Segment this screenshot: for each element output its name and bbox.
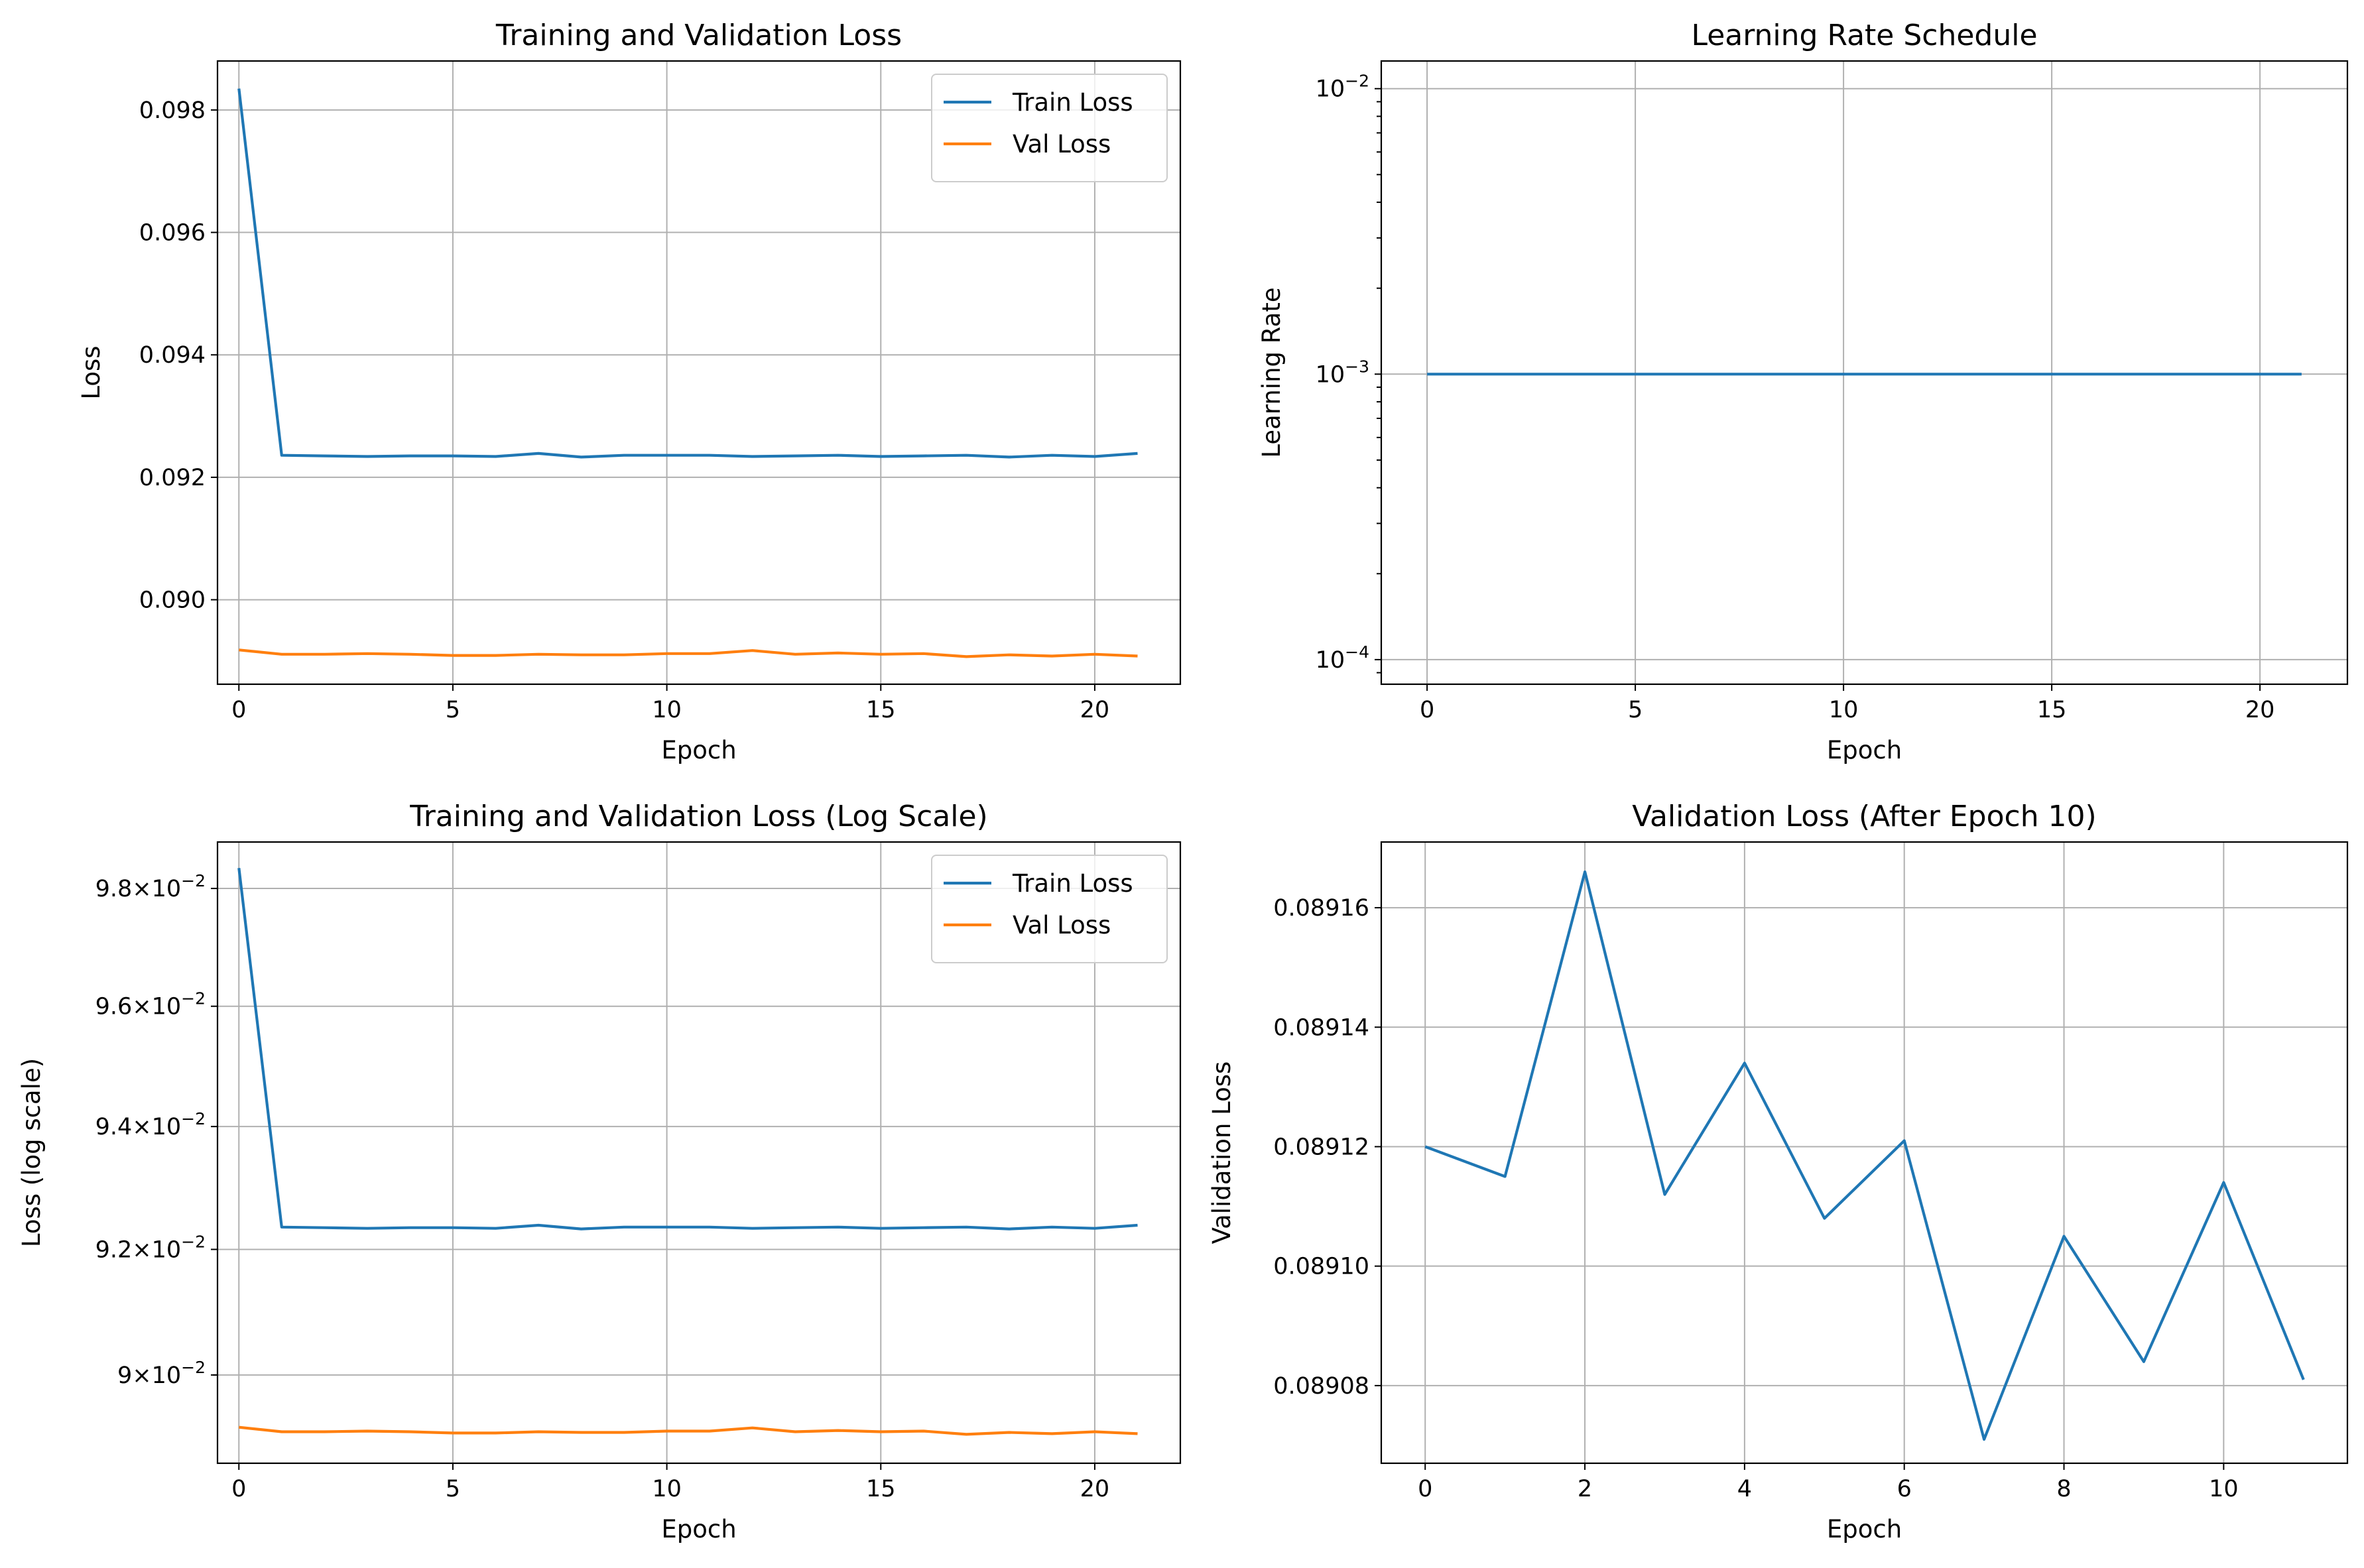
y-tick-label: 9.6×10−2 [95, 989, 206, 1020]
y-tick-label: 10−3 [1316, 357, 1369, 388]
y-axis-label: Loss [77, 345, 105, 399]
x-tick-label: 5 [446, 697, 460, 723]
legend: Train Loss Val Loss [931, 855, 1168, 963]
y-tick-label: 9.8×10−2 [95, 871, 206, 902]
chart-title: Training and Validation Loss (Log Scale) [409, 800, 987, 833]
y-tick-label: 0.08910 [1273, 1254, 1369, 1280]
series-line-1 [239, 1425, 1138, 1436]
chart-panel-2: 0 5 10 15 20 9×10−2 9.2×10−2 9.4×10−2 9.6×10−2 9.… [17, 800, 1182, 1543]
legend-label-1: Val Loss [1013, 130, 1111, 158]
y-axis-label: Learning Rate [1257, 287, 1286, 457]
x-axis-label: Epoch [1827, 736, 1902, 764]
series-line-1 [239, 648, 1138, 658]
y-axis-label: Validation Loss [1208, 1061, 1236, 1244]
y-tick-label: 9.2×10−2 [95, 1232, 206, 1263]
y-tick-label: 0.096 [139, 220, 206, 247]
y-tick-label: 0.098 [139, 97, 206, 124]
x-tick-label: 5 [1628, 697, 1643, 723]
plot-frame [216, 841, 1182, 1465]
y-tick-label: 9.4×10−2 [95, 1109, 206, 1140]
x-tick-label: 0 [231, 1476, 246, 1502]
x-tick-label: 4 [1737, 1476, 1752, 1502]
x-tick-label: 20 [1080, 697, 1110, 723]
x-tick-label: 10 [652, 697, 682, 723]
x-tick-label: 15 [2037, 697, 2067, 723]
y-tick-label: 0.08914 [1273, 1014, 1369, 1041]
x-tick-label: 10 [1829, 697, 1859, 723]
x-tick-label: 8 [2056, 1476, 2071, 1502]
chart-panel-0: 0 5 10 15 20 0.090 0.092 0.094 0.096 0.098 Trainin… [77, 19, 1182, 764]
plot-frame [216, 60, 1182, 686]
x-tick-label: 5 [446, 1476, 460, 1502]
x-tick-label: 15 [866, 697, 896, 723]
x-axis-label: Epoch [1827, 1515, 1902, 1543]
legend-label-0: Train Loss [1012, 88, 1133, 117]
x-tick-label: 0 [231, 697, 246, 723]
legend-label-1: Val Loss [1013, 911, 1111, 939]
chart-panel-3: 0 2 4 6 8 10 0.08908 0.08910 0.08912 0.08914 0.089… [1208, 800, 2349, 1543]
y-tick-label: 10−4 [1316, 642, 1369, 674]
y-tick-label: 9×10−2 [117, 1358, 206, 1389]
chart-panel-1: 0 5 10 15 20 10−4 10−3 10−2 Learning Rate Schedu… [1257, 19, 2349, 764]
x-tick-label: 15 [866, 1476, 896, 1502]
x-axis-label: Epoch [661, 1515, 736, 1543]
legend-label-0: Train Loss [1012, 869, 1133, 898]
x-tick-label: 20 [2245, 697, 2275, 723]
x-tick-label: 10 [652, 1476, 682, 1502]
x-tick-label: 0 [1420, 697, 1434, 723]
x-tick-label: 2 [1578, 1476, 1592, 1502]
y-axis-label: Loss (log scale) [17, 1058, 46, 1247]
legend: Train Loss Val Loss [931, 74, 1168, 182]
x-tick-label: 6 [1897, 1476, 1912, 1502]
plot-frame [1380, 60, 2349, 686]
x-tick-label: 20 [1080, 1476, 1110, 1502]
x-axis-label: Epoch [661, 736, 736, 764]
chart-title: Validation Loss (After Epoch 10) [1632, 800, 2096, 833]
chart-title: Learning Rate Schedule [1691, 19, 2037, 52]
y-tick-label: 10−2 [1316, 72, 1369, 103]
series-line-0 [1424, 870, 2305, 1441]
y-tick-label: 0.08912 [1273, 1134, 1369, 1160]
chart-title: Training and Validation Loss [495, 19, 902, 52]
series-line-0 [237, 868, 1138, 1231]
y-tick-label: 0.094 [139, 342, 206, 369]
plot-frame [1380, 841, 2349, 1465]
y-tick-label: 0.092 [139, 465, 206, 491]
series-line-0 [237, 88, 1138, 459]
y-tick-label: 0.08916 [1273, 895, 1369, 922]
x-tick-label: 0 [1418, 1476, 1432, 1502]
y-tick-label: 0.090 [139, 587, 206, 614]
y-tick-label: 0.08908 [1273, 1373, 1369, 1400]
x-tick-label: 10 [2209, 1476, 2239, 1502]
